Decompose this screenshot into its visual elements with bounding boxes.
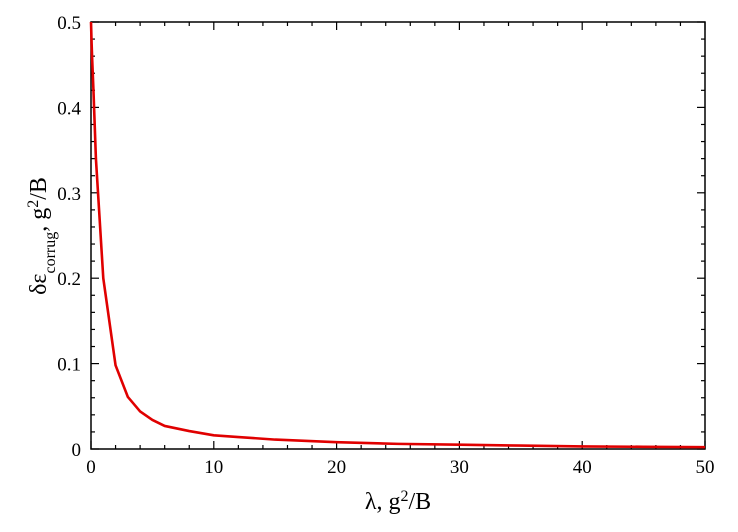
x-tick-label: 20	[327, 457, 346, 478]
y-tick-label: 0.2	[57, 269, 81, 290]
y-tick-label: 0.4	[57, 98, 81, 119]
x-tick-label: 40	[573, 457, 592, 478]
axis-ticks	[90, 21, 706, 450]
y-tick-label: 0	[72, 440, 82, 461]
x-tick-label: 0	[86, 457, 96, 478]
x-tick-label: 50	[696, 457, 715, 478]
y-tick-label: 0.5	[57, 13, 81, 34]
x-axis-label: λ, g2/B	[365, 488, 431, 516]
y-tick-label: 0.1	[57, 355, 81, 376]
series-group	[89, 21, 706, 449]
tick-labels: 0 10 20 30 40 50 0 0.1 0.2 0.3 0.4 0.5	[57, 13, 714, 478]
y-axis-label: δεcorrug, g2/B	[25, 177, 59, 295]
series-line	[89, 21, 706, 449]
x-tick-label: 10	[204, 457, 223, 478]
plot-frame	[90, 21, 706, 450]
y-tick-label: 0.3	[57, 184, 81, 205]
x-tick-label: 30	[450, 457, 469, 478]
